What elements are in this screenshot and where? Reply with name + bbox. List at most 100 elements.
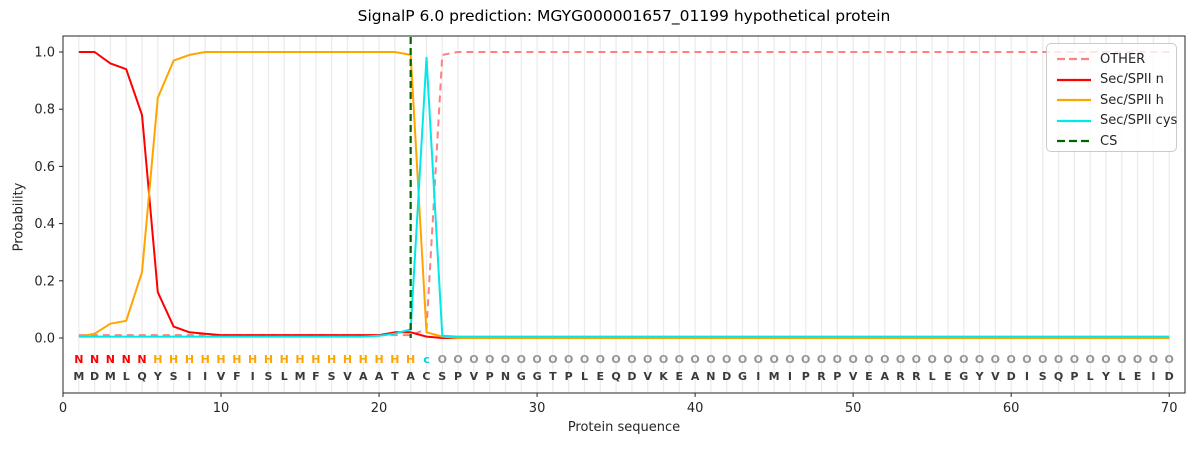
sequence-letter: M bbox=[73, 370, 84, 383]
sequence-letter: G bbox=[959, 370, 968, 383]
sequence-letter: D bbox=[90, 370, 99, 383]
sequence-letter: E bbox=[865, 370, 873, 383]
region-letter: O bbox=[501, 353, 510, 366]
sequence-letter: L bbox=[581, 370, 588, 383]
region-letter: H bbox=[264, 353, 273, 366]
sequence-letter: V bbox=[343, 370, 352, 383]
region-letter: H bbox=[311, 353, 320, 366]
x-axis-label: Protein sequence bbox=[567, 420, 681, 435]
region-letter: O bbox=[1086, 353, 1095, 366]
region-letter: O bbox=[1054, 353, 1063, 366]
region-letter: O bbox=[453, 353, 462, 366]
sequence-letter: G bbox=[738, 370, 747, 383]
series-other-line bbox=[78, 51, 1170, 337]
x-tick-label: 50 bbox=[845, 401, 862, 416]
sequence-letter: E bbox=[1134, 370, 1142, 383]
sequence-letter: Q bbox=[1054, 370, 1063, 383]
sequence-letter: F bbox=[233, 370, 241, 383]
legend-label: OTHER bbox=[1100, 51, 1146, 67]
y-tick-label: 0.4 bbox=[34, 217, 55, 232]
region-letter: O bbox=[438, 353, 447, 366]
legend-label: Sec/SPII cys bbox=[1100, 113, 1178, 129]
x-tick-label: 10 bbox=[213, 401, 230, 416]
sequence-letter: I bbox=[203, 370, 207, 383]
region-letter: O bbox=[517, 353, 526, 366]
region-letter: O bbox=[580, 353, 589, 366]
region-letter: O bbox=[896, 353, 905, 366]
sequence-letter: T bbox=[391, 370, 399, 383]
sequence-letter: V bbox=[991, 370, 1000, 383]
region-letter: O bbox=[864, 353, 873, 366]
region-letter: H bbox=[390, 353, 399, 366]
region-letter: O bbox=[690, 353, 699, 366]
axes-box bbox=[62, 35, 1186, 394]
sequence-letter: S bbox=[328, 370, 336, 383]
region-letter: O bbox=[596, 353, 605, 366]
sequence-letter: P bbox=[1070, 370, 1078, 383]
sequence-letter: Q bbox=[137, 370, 146, 383]
region-letter: O bbox=[548, 353, 557, 366]
sequence-letter: G bbox=[517, 370, 526, 383]
region-letter: O bbox=[975, 353, 984, 366]
series-sec-spii-h-line bbox=[78, 51, 1170, 339]
sequence-letter: V bbox=[849, 370, 858, 383]
x-tick-label: 70 bbox=[1161, 401, 1178, 416]
region-letter: N bbox=[90, 353, 99, 366]
y-tick-label: 0.6 bbox=[34, 160, 55, 175]
region-letter: O bbox=[675, 353, 684, 366]
y-tick-label: 0.8 bbox=[34, 103, 55, 118]
sequence-letter: D bbox=[1007, 370, 1016, 383]
legend-swatch-other bbox=[1057, 58, 1091, 61]
region-letter: H bbox=[295, 353, 304, 366]
region-letter: N bbox=[74, 353, 83, 366]
region-letter: O bbox=[959, 353, 968, 366]
region-letter: H bbox=[406, 353, 415, 366]
sequence-letter: P bbox=[486, 370, 494, 383]
sequence-letter: P bbox=[565, 370, 573, 383]
sequence-letter: I bbox=[788, 370, 792, 383]
legend-item-sec-spii-cys: Sec/SPII cys bbox=[1057, 111, 1178, 132]
region-letter: O bbox=[1070, 353, 1079, 366]
sequence-letter: Q bbox=[611, 370, 620, 383]
sequence-letter: A bbox=[359, 370, 368, 383]
sequence-letter: D bbox=[722, 370, 731, 383]
legend-swatch-sec-spii-cys bbox=[1057, 119, 1091, 122]
sequence-letter: V bbox=[470, 370, 479, 383]
sequence-letter: A bbox=[406, 370, 415, 383]
y-tick-label: 1.0 bbox=[34, 46, 55, 61]
sequence-letter: N bbox=[501, 370, 510, 383]
sequence-letter: I bbox=[187, 370, 191, 383]
region-letter: O bbox=[943, 353, 952, 366]
sequence-letter: D bbox=[627, 370, 636, 383]
legend-item-other: OTHER bbox=[1057, 49, 1176, 70]
x-tick-label: 30 bbox=[529, 401, 546, 416]
sequence-letter: A bbox=[691, 370, 700, 383]
region-letter: O bbox=[785, 353, 794, 366]
legend-swatch-sec-spii-h bbox=[1057, 99, 1091, 102]
region-letter: H bbox=[280, 353, 289, 366]
sequence-letter: V bbox=[643, 370, 652, 383]
legend-label: Sec/SPII h bbox=[1100, 92, 1164, 108]
y-tick-label: 0.2 bbox=[34, 274, 55, 289]
sequence-letter: R bbox=[912, 370, 921, 383]
region-letter: H bbox=[185, 353, 194, 366]
sequence-letter: C bbox=[422, 370, 430, 383]
sequence-letter: G bbox=[533, 370, 542, 383]
sequence-letter: E bbox=[597, 370, 605, 383]
region-letter: O bbox=[738, 353, 747, 366]
sequence-letter: R bbox=[896, 370, 905, 383]
region-letter: O bbox=[801, 353, 810, 366]
region-letter: O bbox=[643, 353, 652, 366]
sequence-letter: F bbox=[312, 370, 320, 383]
region-letter: O bbox=[848, 353, 857, 366]
region-letter: O bbox=[469, 353, 478, 366]
sequence-letter: N bbox=[706, 370, 715, 383]
region-letter: H bbox=[232, 353, 241, 366]
sequence-letter: I bbox=[251, 370, 255, 383]
gridlines bbox=[78, 36, 1170, 393]
sequence-letter: D bbox=[1165, 370, 1174, 383]
sequence-letter: P bbox=[454, 370, 462, 383]
region-letter: O bbox=[1006, 353, 1015, 366]
